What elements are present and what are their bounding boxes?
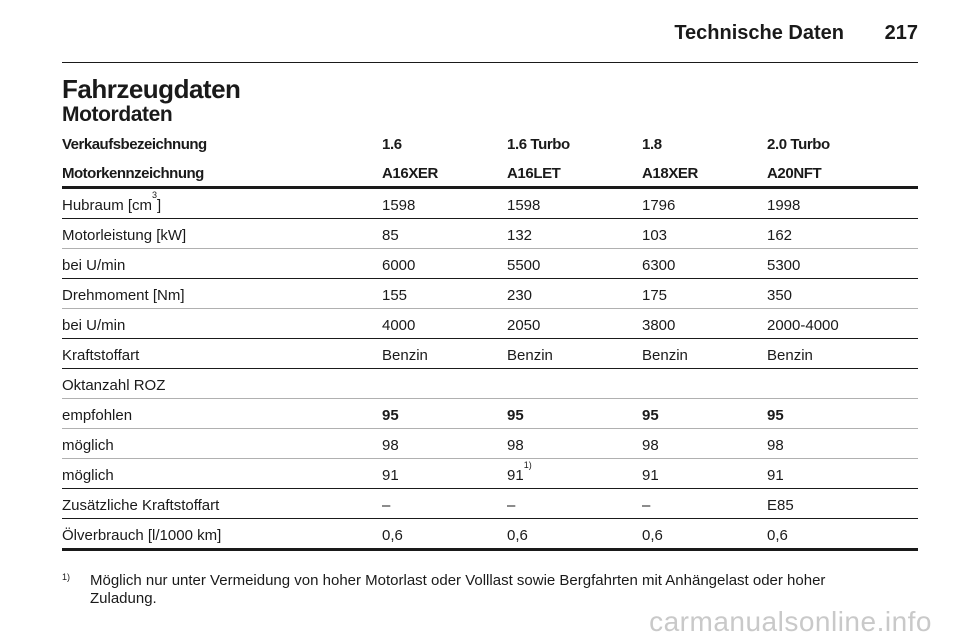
page-number: 217: [884, 22, 918, 44]
table-cell: 1598: [507, 197, 541, 214]
table-cell: 98: [382, 437, 399, 454]
table-cell: 91: [767, 467, 784, 484]
row-label: möglich: [62, 437, 114, 454]
table-cell: 95: [382, 407, 399, 424]
table-cell: 0,6: [382, 527, 403, 544]
table-row: Drehmoment [Nm] 155 230 175 350: [62, 279, 918, 309]
table-row: empfohlen 95 95 95 95: [62, 399, 918, 429]
table-row: bei U/min 6000 5500 6300 5300: [62, 249, 918, 279]
table-cell: 5500: [507, 257, 541, 274]
table-cell: 0,6: [767, 527, 788, 544]
table-row: Motorleistung [kW] 85 132 103 162: [62, 219, 918, 249]
table-header-row: Verkaufsbezeichnung 1.6 1.6 Turbo 1.8 2.…: [62, 128, 918, 157]
table-cell: 95: [767, 407, 784, 424]
table-cell: Benzin: [642, 347, 688, 364]
header-cell: Verkaufsbezeichnung: [62, 136, 207, 153]
table-cell: 98: [767, 437, 784, 454]
table-cell: 911): [507, 461, 532, 485]
table-cell: 103: [642, 227, 668, 244]
table-cell: 1998: [767, 197, 801, 214]
header-cell: Motorkennzeichnung: [62, 165, 204, 182]
table-cell: 1796: [642, 197, 676, 214]
page-header: Technische Daten 217: [62, 18, 918, 63]
row-label: Hubraum [cm3]: [62, 191, 162, 215]
table-cell: 6000: [382, 257, 416, 274]
table-cell: –: [382, 497, 391, 514]
table-cell: –: [507, 497, 516, 514]
table-cell-text: 91: [507, 467, 524, 484]
section-subtitle: Motordaten: [62, 103, 173, 126]
table-cell: 95: [507, 407, 524, 424]
table-cell: 0,6: [507, 527, 528, 544]
table-cell: 1598: [382, 197, 416, 214]
row-label: Ölverbrauch [l/1000 km]: [62, 527, 222, 544]
table-cell: 0,6: [642, 527, 663, 544]
table-cell: 155: [382, 287, 408, 304]
table-row: Hubraum [cm3] 1598 1598 1796 1998: [62, 189, 918, 219]
footnote-mark: 1): [62, 572, 71, 582]
row-label-text: Hubraum [cm: [62, 197, 153, 214]
table-cell: 4000: [382, 317, 416, 334]
table-cell: Benzin: [767, 347, 813, 364]
header-cell: A16LET: [507, 165, 561, 182]
row-label: bei U/min: [62, 257, 126, 274]
header-cell: A16XER: [382, 165, 438, 182]
table-cell: 132: [507, 227, 533, 244]
table-row: Ölverbrauch [l/1000 km] 0,6 0,6 0,6 0,6: [62, 519, 918, 551]
table-header-row: Motorkennzeichnung A16XER A16LET A18XER …: [62, 157, 918, 189]
table-cell: 98: [642, 437, 659, 454]
table-cell: 91: [382, 467, 399, 484]
footnote-line: Zuladung.: [90, 590, 157, 607]
header-title: Technische Daten: [674, 22, 844, 44]
table-cell: 6300: [642, 257, 676, 274]
footnote-text: Möglich nur unter Vermeidung von hoher M…: [90, 572, 825, 608]
row-label-end: ]: [157, 197, 162, 214]
table-cell: 5300: [767, 257, 801, 274]
superscript: 3: [152, 190, 158, 200]
header-cell: 2.0 Turbo: [767, 136, 830, 153]
table-cell: 162: [767, 227, 793, 244]
table-cell: 3800: [642, 317, 676, 334]
table-row: Kraftstoffart Benzin Benzin Benzin Benzi…: [62, 339, 918, 369]
table-cell: –: [642, 497, 651, 514]
table-cell: 350: [767, 287, 793, 304]
footnote-ref: 1): [523, 460, 532, 470]
table-cell: 175: [642, 287, 668, 304]
table-row: möglich 98 98 98 98: [62, 429, 918, 459]
table-cell: E85: [767, 497, 794, 514]
row-label: Drehmoment [Nm]: [62, 287, 185, 304]
table-row: Oktanzahl ROZ: [62, 369, 918, 399]
header-cell: A18XER: [642, 165, 698, 182]
section-title: Fahrzeugdaten: [62, 74, 241, 104]
watermark: carmanualsonline.info: [649, 606, 932, 637]
table-cell: Benzin: [507, 347, 553, 364]
header-cell: 1.6: [382, 136, 402, 153]
row-label: möglich: [62, 467, 114, 484]
header-cell: A20NFT: [767, 165, 822, 182]
row-label: Zusätzliche Kraftstoffart: [62, 497, 220, 514]
table-cell: 95: [642, 407, 659, 424]
table-row: möglich 91 911) 91 91: [62, 459, 918, 489]
table-cell: 2000-4000: [767, 317, 839, 334]
engine-data-table: Verkaufsbezeichnung 1.6 1.6 Turbo 1.8 2.…: [62, 128, 918, 551]
table-cell: 2050: [507, 317, 541, 334]
footnote-line: Möglich nur unter Vermeidung von hoher M…: [90, 572, 826, 589]
table-cell: 91: [642, 467, 659, 484]
header-cell: 1.6 Turbo: [507, 136, 570, 153]
table-row: bei U/min 4000 2050 3800 2000-4000: [62, 309, 918, 339]
header-cell: 1.8: [642, 136, 662, 153]
table-cell: 98: [507, 437, 524, 454]
row-label: Kraftstoffart: [62, 347, 140, 364]
table-row: Zusätzliche Kraftstoffart – – – E85: [62, 489, 918, 519]
table-cell: 230: [507, 287, 533, 304]
row-label: empfohlen: [62, 407, 133, 424]
row-label: Oktanzahl ROZ: [62, 377, 166, 394]
table-cell: 85: [382, 227, 399, 244]
table-cell: Benzin: [382, 347, 428, 364]
row-label: Motorleistung [kW]: [62, 227, 187, 244]
row-label: bei U/min: [62, 317, 126, 334]
